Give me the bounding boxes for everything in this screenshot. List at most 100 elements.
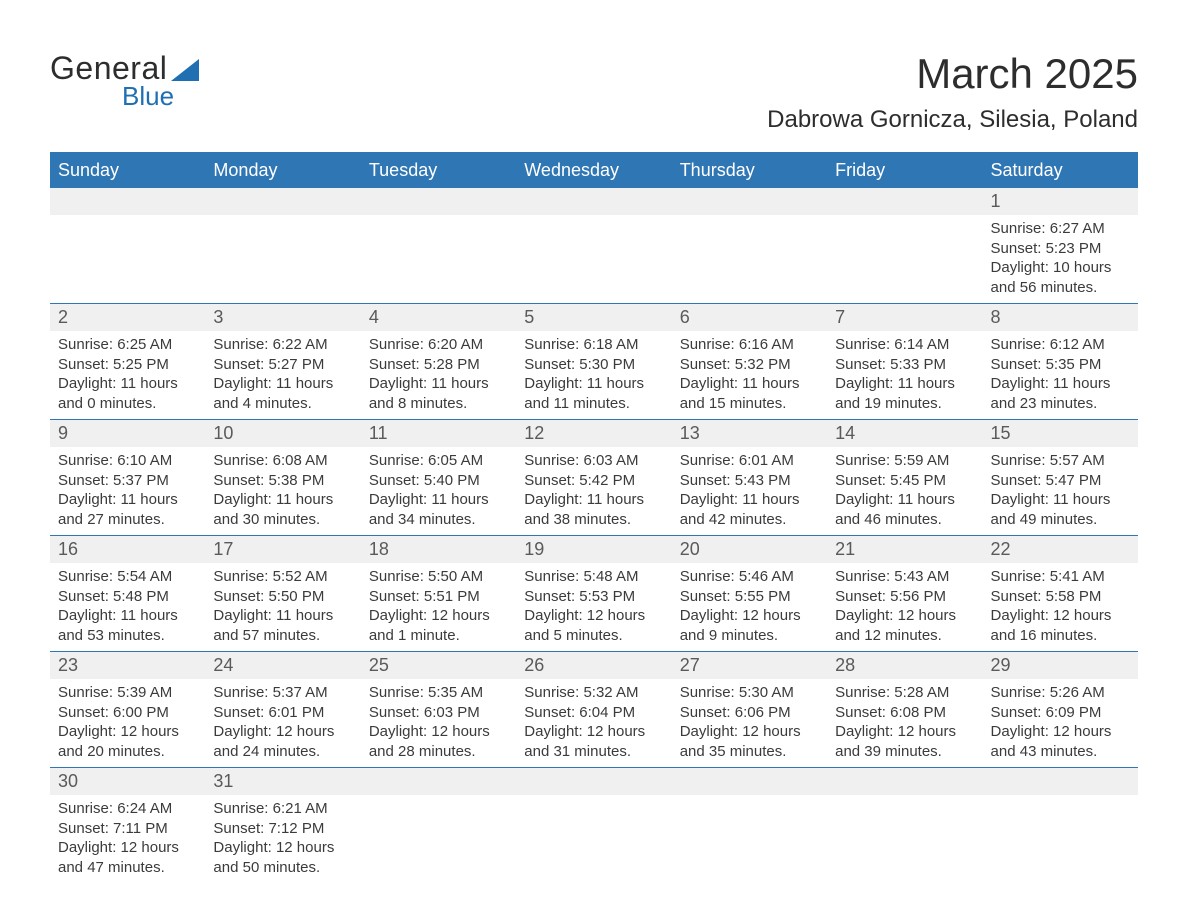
sunrise-text: Sunrise: 5:37 AM bbox=[213, 683, 352, 703]
day-detail: Sunrise: 5:57 AMSunset: 5:47 PMDaylight:… bbox=[983, 447, 1138, 535]
day-number-cell bbox=[205, 188, 360, 216]
sunset-text: Sunset: 5:27 PM bbox=[213, 355, 352, 375]
day-number: 12 bbox=[516, 420, 671, 447]
daylight-line1: Daylight: 11 hours bbox=[58, 606, 197, 626]
daylight-line1: Daylight: 11 hours bbox=[58, 374, 197, 394]
day-detail: Sunrise: 5:35 AMSunset: 6:03 PMDaylight:… bbox=[361, 679, 516, 767]
daylight-line2: and 46 minutes. bbox=[835, 510, 974, 530]
daylight-line2: and 0 minutes. bbox=[58, 394, 197, 414]
day-number: 6 bbox=[672, 304, 827, 331]
day-number-cell: 1 bbox=[983, 188, 1138, 216]
day-detail-cell: Sunrise: 5:46 AMSunset: 5:55 PMDaylight:… bbox=[672, 563, 827, 652]
day-detail: Sunrise: 5:39 AMSunset: 6:00 PMDaylight:… bbox=[50, 679, 205, 767]
day-detail-cell: Sunrise: 5:37 AMSunset: 6:01 PMDaylight:… bbox=[205, 679, 360, 768]
logo-triangle-icon bbox=[171, 59, 199, 81]
daylight-line1: Daylight: 12 hours bbox=[213, 722, 352, 742]
day-number-row: 3031 bbox=[50, 768, 1138, 796]
day-detail-cell: Sunrise: 5:59 AMSunset: 5:45 PMDaylight:… bbox=[827, 447, 982, 536]
daylight-line2: and 8 minutes. bbox=[369, 394, 508, 414]
empty-day-number bbox=[827, 188, 982, 215]
day-detail-row: Sunrise: 6:10 AMSunset: 5:37 PMDaylight:… bbox=[50, 447, 1138, 536]
day-number: 20 bbox=[672, 536, 827, 563]
sunrise-text: Sunrise: 6:24 AM bbox=[58, 799, 197, 819]
day-number: 18 bbox=[361, 536, 516, 563]
sunset-text: Sunset: 5:48 PM bbox=[58, 587, 197, 607]
sunrise-text: Sunrise: 6:16 AM bbox=[680, 335, 819, 355]
day-number-cell: 19 bbox=[516, 536, 671, 564]
day-number-cell: 6 bbox=[672, 304, 827, 332]
day-number: 11 bbox=[361, 420, 516, 447]
day-number: 16 bbox=[50, 536, 205, 563]
day-detail-cell: Sunrise: 5:35 AMSunset: 6:03 PMDaylight:… bbox=[361, 679, 516, 768]
sunset-text: Sunset: 5:35 PM bbox=[991, 355, 1130, 375]
day-number-cell: 17 bbox=[205, 536, 360, 564]
day-number-cell: 20 bbox=[672, 536, 827, 564]
daylight-line2: and 27 minutes. bbox=[58, 510, 197, 530]
day-number: 24 bbox=[205, 652, 360, 679]
daylight-line2: and 9 minutes. bbox=[680, 626, 819, 646]
day-detail-cell: Sunrise: 6:03 AMSunset: 5:42 PMDaylight:… bbox=[516, 447, 671, 536]
day-detail: Sunrise: 6:18 AMSunset: 5:30 PMDaylight:… bbox=[516, 331, 671, 419]
day-detail: Sunrise: 5:54 AMSunset: 5:48 PMDaylight:… bbox=[50, 563, 205, 651]
day-detail: Sunrise: 5:48 AMSunset: 5:53 PMDaylight:… bbox=[516, 563, 671, 651]
day-detail: Sunrise: 5:41 AMSunset: 5:58 PMDaylight:… bbox=[983, 563, 1138, 651]
daylight-line1: Daylight: 12 hours bbox=[524, 722, 663, 742]
empty-day-number bbox=[516, 188, 671, 215]
daylight-line1: Daylight: 12 hours bbox=[991, 606, 1130, 626]
day-detail: Sunrise: 5:59 AMSunset: 5:45 PMDaylight:… bbox=[827, 447, 982, 535]
daylight-line2: and 53 minutes. bbox=[58, 626, 197, 646]
daylight-line2: and 16 minutes. bbox=[991, 626, 1130, 646]
daylight-line1: Daylight: 11 hours bbox=[369, 490, 508, 510]
sunrise-text: Sunrise: 5:39 AM bbox=[58, 683, 197, 703]
daylight-line1: Daylight: 11 hours bbox=[991, 374, 1130, 394]
day-detail-cell: Sunrise: 6:25 AMSunset: 5:25 PMDaylight:… bbox=[50, 331, 205, 420]
daylight-line2: and 43 minutes. bbox=[991, 742, 1130, 762]
day-detail-row: Sunrise: 5:39 AMSunset: 6:00 PMDaylight:… bbox=[50, 679, 1138, 768]
day-number-cell: 8 bbox=[983, 304, 1138, 332]
empty-day-number bbox=[361, 188, 516, 215]
sunset-text: Sunset: 5:30 PM bbox=[524, 355, 663, 375]
day-number: 23 bbox=[50, 652, 205, 679]
day-detail: Sunrise: 5:46 AMSunset: 5:55 PMDaylight:… bbox=[672, 563, 827, 651]
empty-day-number bbox=[205, 188, 360, 215]
day-number-cell: 5 bbox=[516, 304, 671, 332]
daylight-line2: and 5 minutes. bbox=[524, 626, 663, 646]
daylight-line2: and 12 minutes. bbox=[835, 626, 974, 646]
col-tuesday: Tuesday bbox=[361, 153, 516, 188]
daylight-line1: Daylight: 12 hours bbox=[213, 838, 352, 858]
day-number-cell bbox=[50, 188, 205, 216]
day-detail-cell bbox=[672, 795, 827, 883]
daylight-line2: and 56 minutes. bbox=[991, 278, 1130, 298]
day-detail-cell bbox=[827, 215, 982, 304]
day-detail-cell: Sunrise: 6:20 AMSunset: 5:28 PMDaylight:… bbox=[361, 331, 516, 420]
sunset-text: Sunset: 5:58 PM bbox=[991, 587, 1130, 607]
day-detail: Sunrise: 6:10 AMSunset: 5:37 PMDaylight:… bbox=[50, 447, 205, 535]
day-number-cell bbox=[672, 768, 827, 796]
day-detail-cell: Sunrise: 6:18 AMSunset: 5:30 PMDaylight:… bbox=[516, 331, 671, 420]
sunrise-text: Sunrise: 6:12 AM bbox=[991, 335, 1130, 355]
calendar-body: 1Sunrise: 6:27 AMSunset: 5:23 PMDaylight… bbox=[50, 188, 1138, 884]
sunrise-text: Sunrise: 5:59 AM bbox=[835, 451, 974, 471]
day-detail: Sunrise: 6:22 AMSunset: 5:27 PMDaylight:… bbox=[205, 331, 360, 419]
day-detail-cell: Sunrise: 6:05 AMSunset: 5:40 PMDaylight:… bbox=[361, 447, 516, 536]
day-number-cell: 29 bbox=[983, 652, 1138, 680]
sunrise-text: Sunrise: 6:25 AM bbox=[58, 335, 197, 355]
sunset-text: Sunset: 6:04 PM bbox=[524, 703, 663, 723]
col-monday: Monday bbox=[205, 153, 360, 188]
sunset-text: Sunset: 5:25 PM bbox=[58, 355, 197, 375]
day-number-cell bbox=[672, 188, 827, 216]
sunrise-text: Sunrise: 6:27 AM bbox=[991, 219, 1130, 239]
day-number-cell: 9 bbox=[50, 420, 205, 448]
day-detail-cell: Sunrise: 6:08 AMSunset: 5:38 PMDaylight:… bbox=[205, 447, 360, 536]
day-number-cell: 11 bbox=[361, 420, 516, 448]
daylight-line2: and 57 minutes. bbox=[213, 626, 352, 646]
daylight-line1: Daylight: 12 hours bbox=[680, 722, 819, 742]
sunrise-text: Sunrise: 5:41 AM bbox=[991, 567, 1130, 587]
day-number-cell: 24 bbox=[205, 652, 360, 680]
day-detail: Sunrise: 6:27 AMSunset: 5:23 PMDaylight:… bbox=[983, 215, 1138, 303]
day-number-cell: 7 bbox=[827, 304, 982, 332]
day-number: 9 bbox=[50, 420, 205, 447]
sunset-text: Sunset: 5:50 PM bbox=[213, 587, 352, 607]
day-number-cell bbox=[516, 188, 671, 216]
sunset-text: Sunset: 5:37 PM bbox=[58, 471, 197, 491]
